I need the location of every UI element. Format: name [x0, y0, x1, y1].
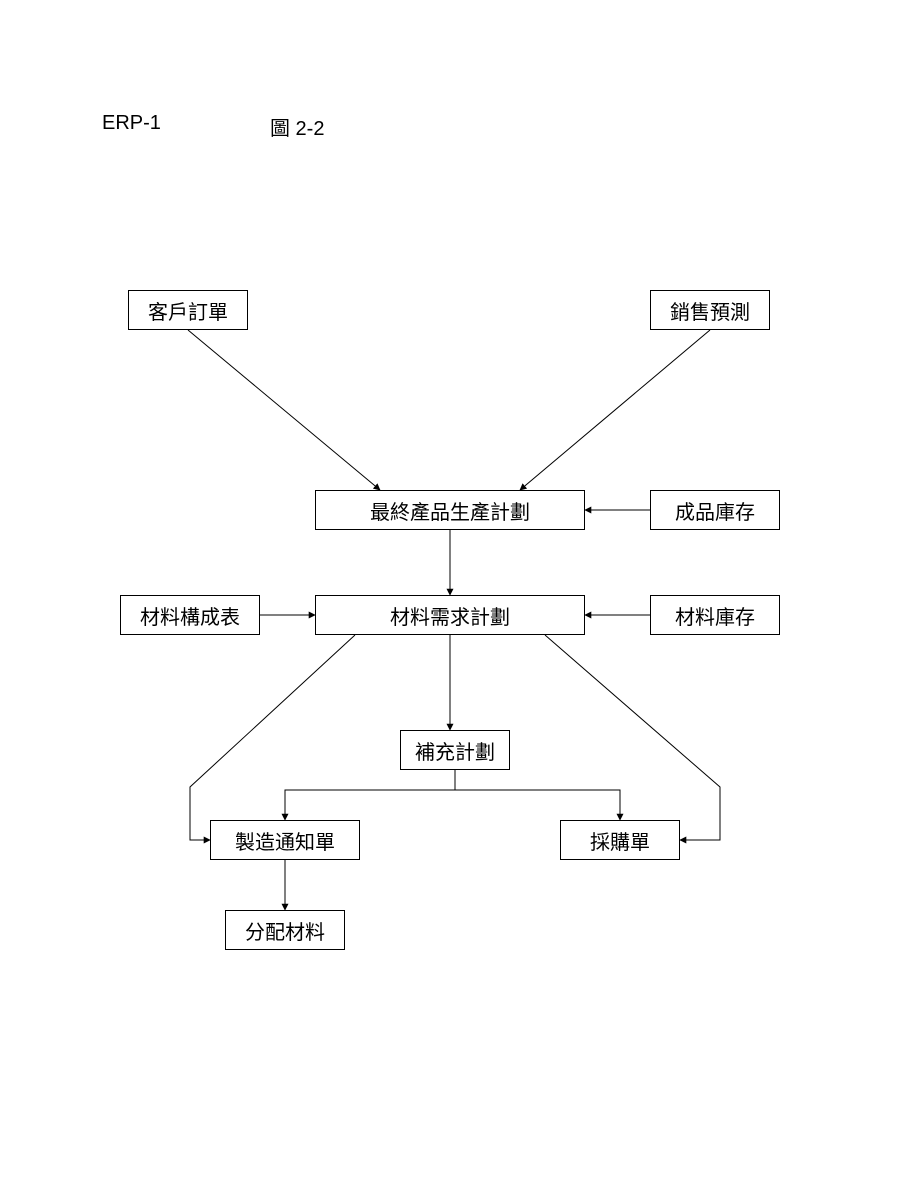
node-cust_order: 客戶訂單	[128, 290, 248, 330]
node-mat_inv: 材料庫存	[650, 595, 780, 635]
edge-10	[455, 770, 620, 820]
diagram-canvas: ERP-1 圖 2-2 客戶訂單 銷售預測最終產品生產計劃 成品庫存材料構成表 材料需…	[0, 0, 920, 1191]
node-sales_fcst: 銷售預測	[650, 290, 770, 330]
edge-0	[188, 330, 380, 490]
header-right-label: 圖 2-2	[270, 112, 324, 141]
node-bom: 材料構成表	[120, 595, 260, 635]
node-mfg_order: 製造通知單	[210, 820, 360, 860]
node-po: 採購單	[560, 820, 680, 860]
edge-1	[520, 330, 710, 490]
node-mrp: 材料需求計劃	[315, 595, 585, 635]
node-alloc_mat: 分配材料	[225, 910, 345, 950]
header-left-label: ERP-1	[102, 112, 161, 135]
node-fg_inv: 成品庫存	[650, 490, 780, 530]
edge-7	[190, 635, 355, 840]
edge-9	[285, 770, 455, 820]
edge-8	[545, 635, 720, 840]
node-replenish: 補充計劃	[400, 730, 510, 770]
node-mps: 最終產品生產計劃	[315, 490, 585, 530]
